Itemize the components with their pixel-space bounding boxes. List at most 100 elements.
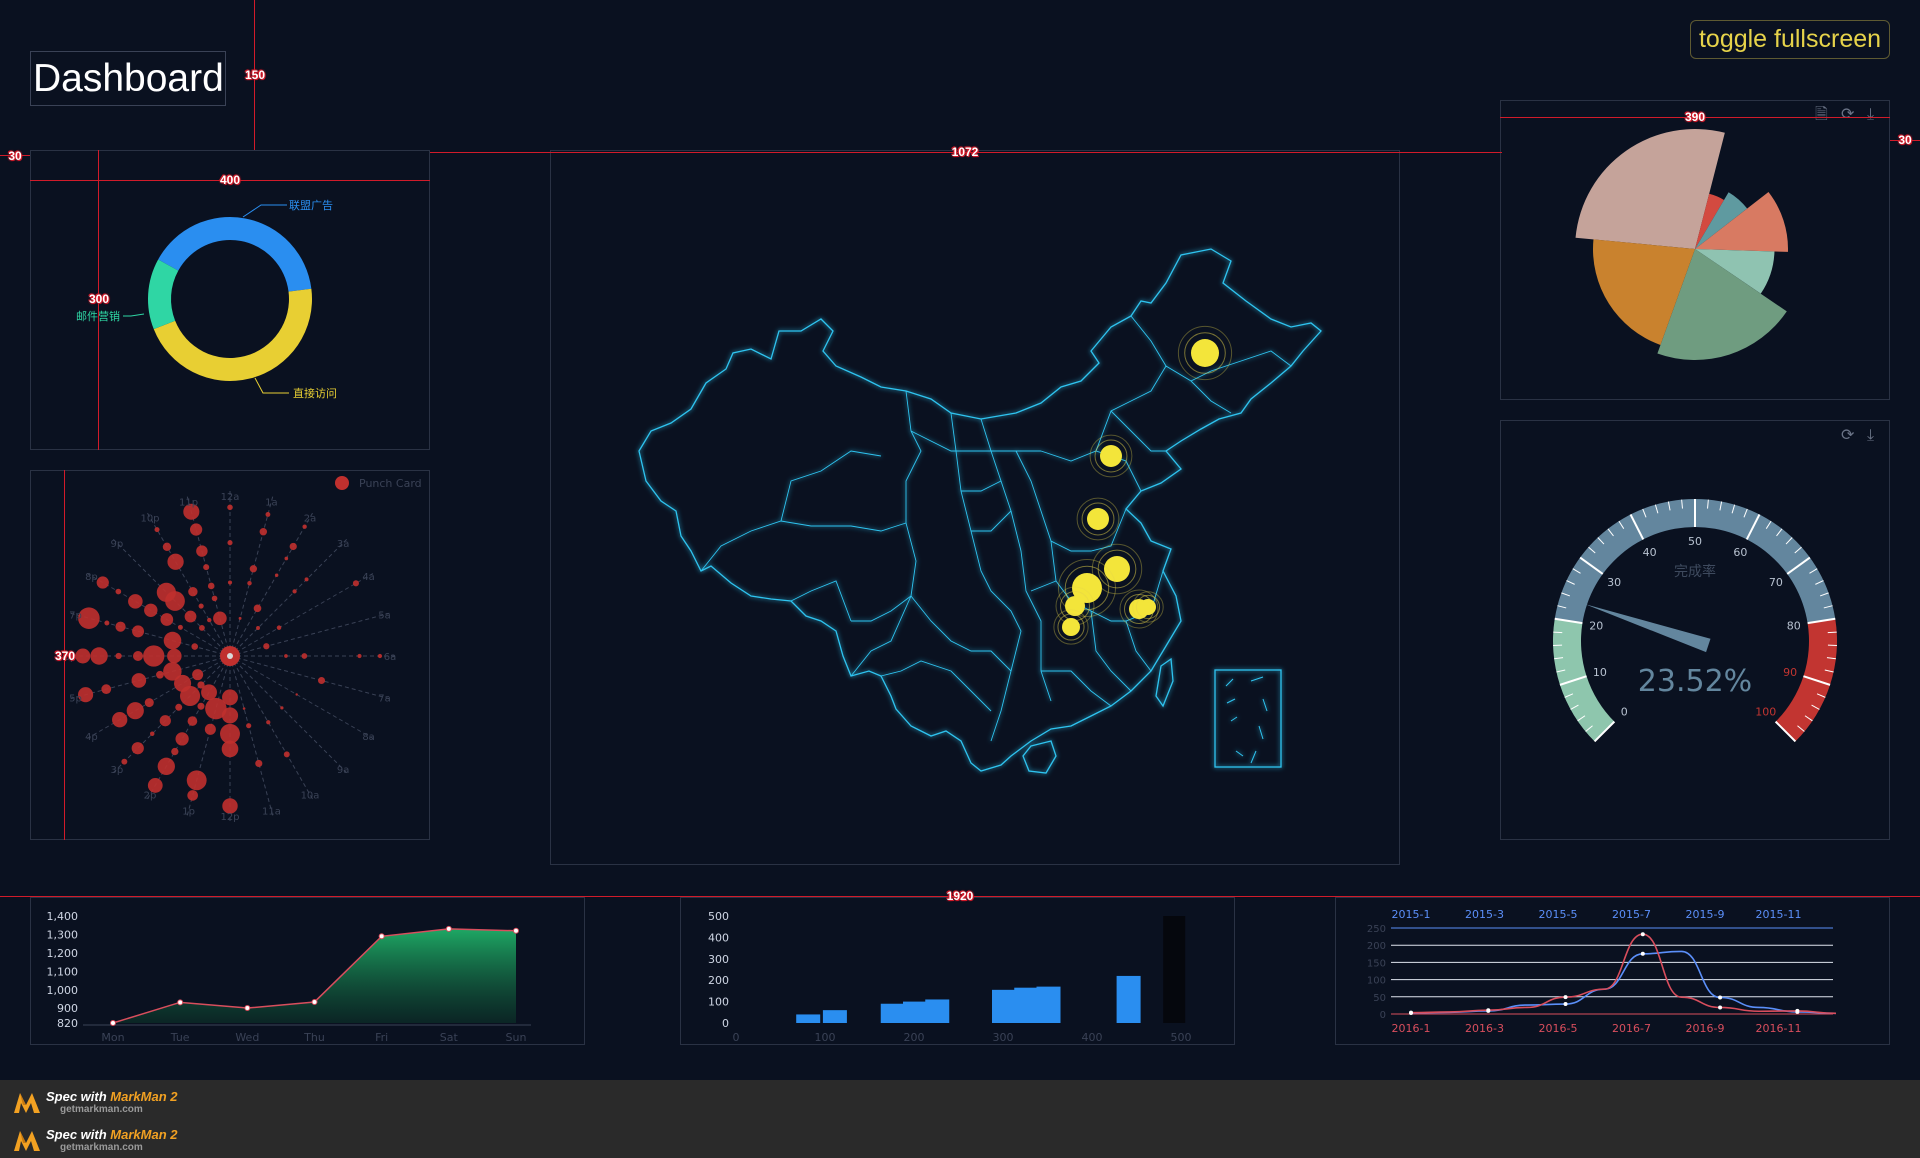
punch-dot[interactable] — [131, 742, 144, 755]
punch-dot[interactable] — [263, 643, 270, 650]
punch-dot[interactable] — [205, 697, 227, 720]
punch-dot[interactable] — [75, 648, 91, 664]
punch-dot[interactable] — [101, 684, 112, 695]
punch-dot[interactable] — [222, 798, 238, 814]
punch-dot[interactable] — [157, 757, 175, 775]
rose-slice[interactable] — [1695, 192, 1748, 249]
punch-dot[interactable] — [128, 594, 143, 609]
bar[interactable] — [1116, 975, 1141, 1023]
punch-dot[interactable] — [377, 653, 383, 659]
punch-dot[interactable] — [131, 673, 147, 688]
punch-dot[interactable] — [171, 747, 179, 756]
markman-badge[interactable]: Spec with MarkMan 2 getmarkman.com — [12, 1124, 178, 1156]
punch-dot[interactable] — [284, 654, 288, 658]
punch-dot[interactable] — [227, 504, 233, 511]
punch-dot[interactable] — [318, 677, 326, 685]
punch-dot[interactable] — [104, 620, 110, 626]
punch-dot[interactable] — [159, 715, 171, 727]
punch-dot[interactable] — [292, 589, 297, 594]
refresh-icon[interactable]: ⟳ — [1841, 425, 1855, 444]
punch-dot[interactable] — [259, 528, 268, 536]
line-point[interactable] — [1563, 1002, 1568, 1007]
punch-dot[interactable] — [249, 565, 258, 573]
area-point[interactable] — [378, 933, 385, 940]
line-point[interactable] — [1718, 1005, 1723, 1010]
area-point[interactable] — [311, 998, 318, 1005]
bar[interactable] — [903, 1001, 927, 1023]
punch-dot[interactable] — [304, 577, 309, 582]
bar[interactable] — [925, 999, 950, 1023]
punch-dot[interactable] — [132, 650, 144, 662]
punch-dot[interactable] — [187, 716, 198, 726]
area-point[interactable] — [110, 1020, 116, 1026]
map-effect-dot[interactable] — [1104, 556, 1130, 582]
punch-dot[interactable] — [112, 712, 128, 728]
punch-dot[interactable] — [90, 647, 108, 665]
punch-dot[interactable] — [227, 580, 233, 585]
punch-dot[interactable] — [162, 542, 172, 552]
punch-dot[interactable] — [213, 611, 227, 626]
map-effect-dot[interactable] — [1062, 618, 1080, 636]
punch-dot[interactable] — [197, 702, 205, 710]
punch-dot[interactable] — [186, 770, 207, 791]
punch-dot[interactable] — [189, 523, 203, 536]
bar[interactable] — [880, 1003, 905, 1023]
punch-dot[interactable] — [132, 625, 145, 638]
punch-dot[interactable] — [192, 669, 204, 681]
punch-dot[interactable] — [115, 588, 122, 595]
punch-dot[interactable] — [197, 681, 205, 689]
punch-dot[interactable] — [187, 790, 198, 801]
punch-dot[interactable] — [196, 545, 208, 557]
punch-dot[interactable] — [289, 542, 297, 551]
line-point[interactable] — [1409, 1010, 1413, 1015]
punch-dot[interactable] — [274, 573, 279, 577]
punch-dot[interactable] — [183, 503, 200, 520]
punch-dot[interactable] — [301, 653, 308, 659]
area-point[interactable] — [244, 1005, 251, 1012]
punch-dot[interactable] — [156, 670, 164, 679]
rose-slice[interactable] — [1575, 129, 1725, 249]
punch-dot[interactable] — [78, 607, 100, 629]
punch-dot[interactable] — [96, 576, 109, 589]
punch-dot[interactable] — [115, 652, 122, 660]
map-effect-dot[interactable] — [1065, 596, 1085, 616]
punch-dot[interactable] — [283, 751, 290, 758]
punch-dot[interactable] — [256, 626, 260, 630]
punch-dot[interactable] — [238, 616, 242, 620]
punch-dot[interactable] — [247, 580, 252, 586]
rose-slice[interactable] — [1695, 191, 1788, 252]
markman-badge[interactable]: Spec with MarkMan 2 getmarkman.com — [12, 1086, 178, 1118]
map-effect-dot[interactable] — [1072, 573, 1102, 603]
punch-dot[interactable] — [191, 643, 198, 650]
punch-dot[interactable] — [167, 553, 184, 570]
punch-dot[interactable] — [265, 512, 271, 517]
bar[interactable] — [796, 1014, 821, 1023]
punch-dot[interactable] — [126, 702, 144, 720]
donut-slice[interactable] — [148, 259, 179, 330]
area-point[interactable] — [513, 927, 519, 934]
bar[interactable] — [1014, 987, 1039, 1023]
line-point[interactable] — [1640, 951, 1645, 956]
punch-dot[interactable] — [255, 759, 263, 768]
punch-dot[interactable] — [204, 723, 216, 735]
punch-dot[interactable] — [121, 758, 128, 765]
punch-dot[interactable] — [198, 603, 204, 609]
bar[interactable] — [1036, 986, 1061, 1023]
punch-dot[interactable] — [276, 625, 282, 630]
punch-dot[interactable] — [167, 648, 182, 664]
rose-slice[interactable] — [1695, 193, 1725, 249]
rose-slice[interactable] — [1593, 239, 1695, 345]
punch-dot[interactable] — [242, 707, 246, 710]
toggle-fullscreen-button[interactable]: toggle fullscreen — [1690, 20, 1890, 59]
punch-dot[interactable] — [302, 524, 307, 529]
punch-dot[interactable] — [175, 703, 183, 711]
punch-dot[interactable] — [222, 689, 238, 706]
punch-dot[interactable] — [203, 564, 210, 571]
line-point[interactable] — [1640, 932, 1645, 937]
punch-dot[interactable] — [144, 603, 158, 617]
punch-dot[interactable] — [352, 580, 359, 587]
punch-dot[interactable] — [357, 653, 362, 659]
punch-dot[interactable] — [284, 556, 289, 561]
punch-dot[interactable] — [295, 693, 298, 696]
punch-dot[interactable] — [156, 582, 176, 602]
